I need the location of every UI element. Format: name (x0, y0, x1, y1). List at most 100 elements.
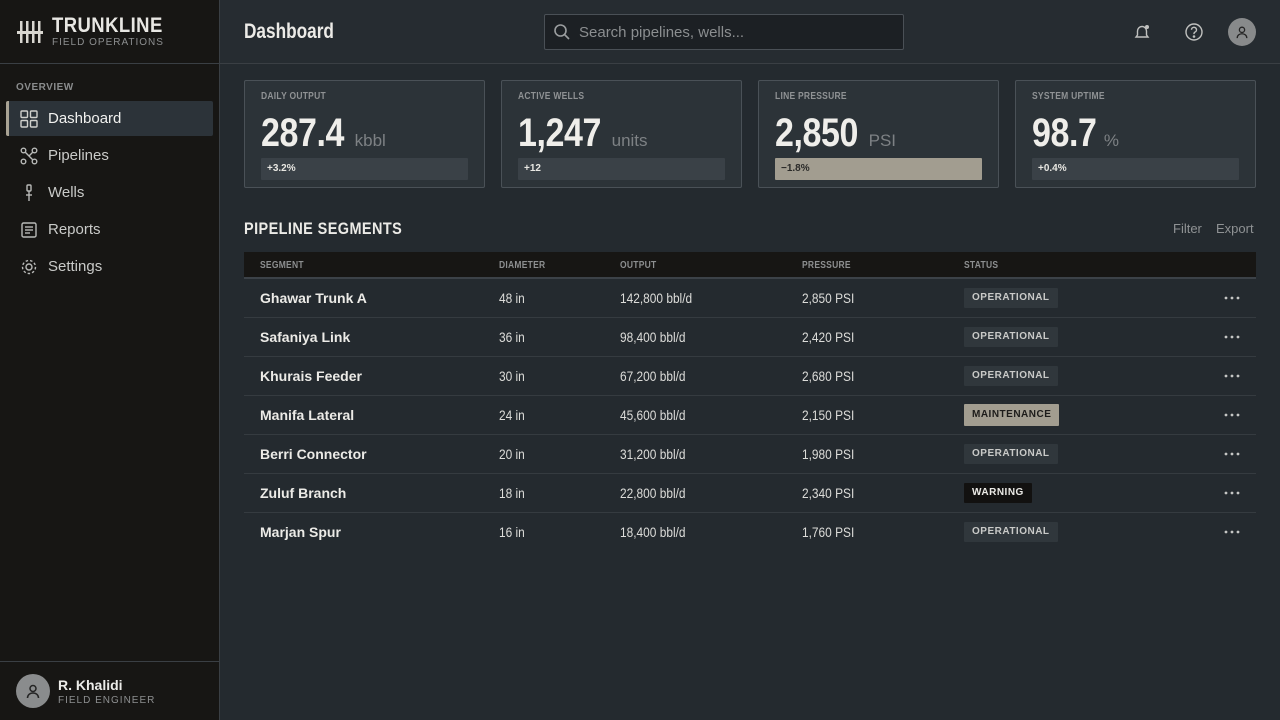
report-icon (19, 220, 39, 240)
table-row[interactable]: Khurais Feeder 30 in 67,200 bbl/d 2,680 PSI… (244, 357, 1256, 396)
user-role: FIELD ENGINEER (58, 694, 156, 706)
segment-output: 22,800 bbl/d (620, 485, 686, 501)
segment-name: Khurais Feeder (260, 368, 362, 384)
sidebar: TRUNKLINE FIELD OPERATIONS OVERVIEW Dash… (0, 0, 220, 720)
segment-diameter: 16 in (499, 524, 525, 540)
kpi-unit: % (1103, 131, 1119, 150)
table-row[interactable]: Ghawar Trunk A 48 in 142,800 bbl/d 2,850 PS… (244, 279, 1256, 318)
table-row[interactable]: Zuluf Branch 18 in 22,800 bbl/d 2,340 PSI WA… (244, 474, 1256, 513)
kpi-delta: −1.8% (781, 163, 810, 174)
search-icon (554, 24, 570, 40)
kpi-label: LINE PRESSURE (775, 91, 847, 102)
status-badge: OPERATIONAL (964, 366, 1058, 386)
user-icon (1236, 26, 1248, 39)
segment-output: 18,400 bbl/d (620, 524, 686, 540)
segment-diameter: 20 in (499, 446, 525, 462)
page-title: Dashboard (244, 20, 334, 43)
table-row[interactable]: Berri Connector 20 in 31,200 bbl/d 1,980 PS… (244, 435, 1256, 474)
filter-button[interactable]: Filter (1173, 221, 1202, 236)
brand[interactable]: TRUNKLINE FIELD OPERATIONS (17, 13, 178, 48)
brand-name: TRUNKLINE (52, 13, 163, 37)
row-menu-button[interactable] (1222, 367, 1242, 385)
sidebar-item-wells[interactable]: Wells (6, 175, 213, 210)
status-badge: OPERATIONAL (964, 522, 1058, 542)
kpi-delta-bar: −1.8% (775, 158, 982, 180)
status-badge: WARNING (964, 483, 1032, 503)
kpi-card-active-wells[interactable]: ACTIVE WELLS 1,247 units +12 (501, 80, 742, 188)
notifications-button[interactable] (1130, 20, 1154, 44)
segment-output: 98,400 bbl/d (620, 329, 686, 345)
brand-subtitle: FIELD OPERATIONS (52, 36, 164, 48)
kpi-delta: +0.4% (1038, 163, 1067, 174)
sidebar-item-pipelines[interactable]: Pipelines (6, 138, 213, 173)
row-menu-button[interactable] (1222, 406, 1242, 424)
search-box[interactable] (544, 14, 904, 50)
segment-name: Berri Connector (260, 446, 367, 462)
kpi-delta-bar: +12 (518, 158, 725, 180)
kpi-card-system-uptime[interactable]: SYSTEM UPTIME 98.7% +0.4% (1015, 80, 1256, 188)
table-row[interactable]: Manifa Lateral 24 in 45,600 bbl/d 2,150 PSI… (244, 396, 1256, 435)
segment-pressure: 2,150 PSI (802, 407, 855, 423)
column-header-pressure[interactable]: PRESSURE (802, 260, 851, 271)
grid-icon (19, 109, 39, 129)
segment-diameter: 48 in (499, 290, 525, 306)
account-button[interactable] (1228, 18, 1256, 46)
status-badge: OPERATIONAL (964, 288, 1058, 308)
table-header: SEGMENT DIAMETER OUTPUT PRESSURE STATUS (244, 252, 1256, 279)
row-menu-button[interactable] (1222, 289, 1242, 307)
segment-output: 31,200 bbl/d (620, 446, 686, 462)
kpi-unit: PSI (868, 131, 897, 150)
kpi-value: 287.4 (261, 111, 344, 155)
table-row[interactable]: Marjan Spur 16 in 18,400 bbl/d 1,760 PSI OPE… (244, 513, 1256, 552)
segment-pressure: 1,980 PSI (802, 446, 855, 462)
kpi-unit: kbbl (354, 131, 386, 150)
kpi-card-daily-output[interactable]: DAILY OUTPUT 287.4 kbbl +3.2% (244, 80, 485, 188)
segment-name: Safaniya Link (260, 329, 351, 345)
sidebar-item-dashboard[interactable]: Dashboard (6, 101, 213, 136)
sidebar-item-label: Dashboard (48, 110, 122, 127)
trunkline-logo-icon (17, 21, 43, 43)
row-menu-button[interactable] (1222, 523, 1242, 541)
sidebar-item-reports[interactable]: Reports (6, 212, 213, 247)
segment-diameter: 24 in (499, 407, 525, 423)
row-menu-button[interactable] (1222, 328, 1242, 346)
column-header-status[interactable]: STATUS (964, 260, 999, 271)
segment-output: 142,800 bbl/d (620, 290, 693, 306)
gear-icon (19, 257, 39, 277)
kpi-card-line-pressure[interactable]: LINE PRESSURE 2,850 PSI −1.8% (758, 80, 999, 188)
sidebar-item-label: Pipelines (48, 147, 109, 164)
table-body: Ghawar Trunk A 48 in 142,800 bbl/d 2,850 PS… (244, 279, 1256, 552)
status-badge: MAINTENANCE (964, 404, 1060, 426)
nav-section-label: OVERVIEW (16, 82, 74, 93)
kpi-value: 2,850 (775, 111, 858, 155)
status-badge: OPERATIONAL (964, 327, 1058, 347)
column-header-diameter[interactable]: DIAMETER (499, 260, 546, 271)
sidebar-item-label: Settings (48, 258, 103, 275)
kpi-delta: +12 (524, 163, 541, 174)
more-horizontal-icon (1224, 530, 1240, 534)
row-menu-button[interactable] (1222, 445, 1242, 463)
help-icon (1185, 23, 1203, 41)
sidebar-item-label: Wells (48, 184, 85, 201)
segment-diameter: 30 in (499, 368, 525, 384)
kpi-value: 1,247 (518, 111, 601, 155)
more-horizontal-icon (1224, 374, 1240, 378)
search-input[interactable] (579, 23, 889, 41)
column-header-output[interactable]: OUTPUT (620, 260, 657, 271)
kpi-label: ACTIVE WELLS (518, 91, 585, 102)
kpi-label: DAILY OUTPUT (261, 91, 326, 102)
segment-pressure: 2,340 PSI (802, 485, 855, 501)
export-button[interactable]: Export (1216, 221, 1254, 236)
table-row[interactable]: Safaniya Link 36 in 98,400 bbl/d 2,420 PSI O… (244, 318, 1256, 357)
pipeline-segments-table: SEGMENT DIAMETER OUTPUT PRESSURE STATUS … (244, 252, 1256, 552)
segment-name: Zuluf Branch (260, 485, 347, 501)
row-menu-button[interactable] (1222, 484, 1242, 502)
column-header-segment[interactable]: SEGMENT (260, 260, 304, 271)
sidebar-item-settings[interactable]: Settings (6, 249, 213, 284)
user-profile[interactable]: R. Khalidi FIELD ENGINEER (0, 661, 219, 720)
help-button[interactable] (1182, 20, 1206, 44)
sidebar-item-label: Reports (48, 221, 101, 238)
segment-diameter: 36 in (499, 329, 525, 345)
more-horizontal-icon (1224, 296, 1240, 300)
sidebar-nav: Dashboard Pipelines Wells (6, 101, 213, 286)
